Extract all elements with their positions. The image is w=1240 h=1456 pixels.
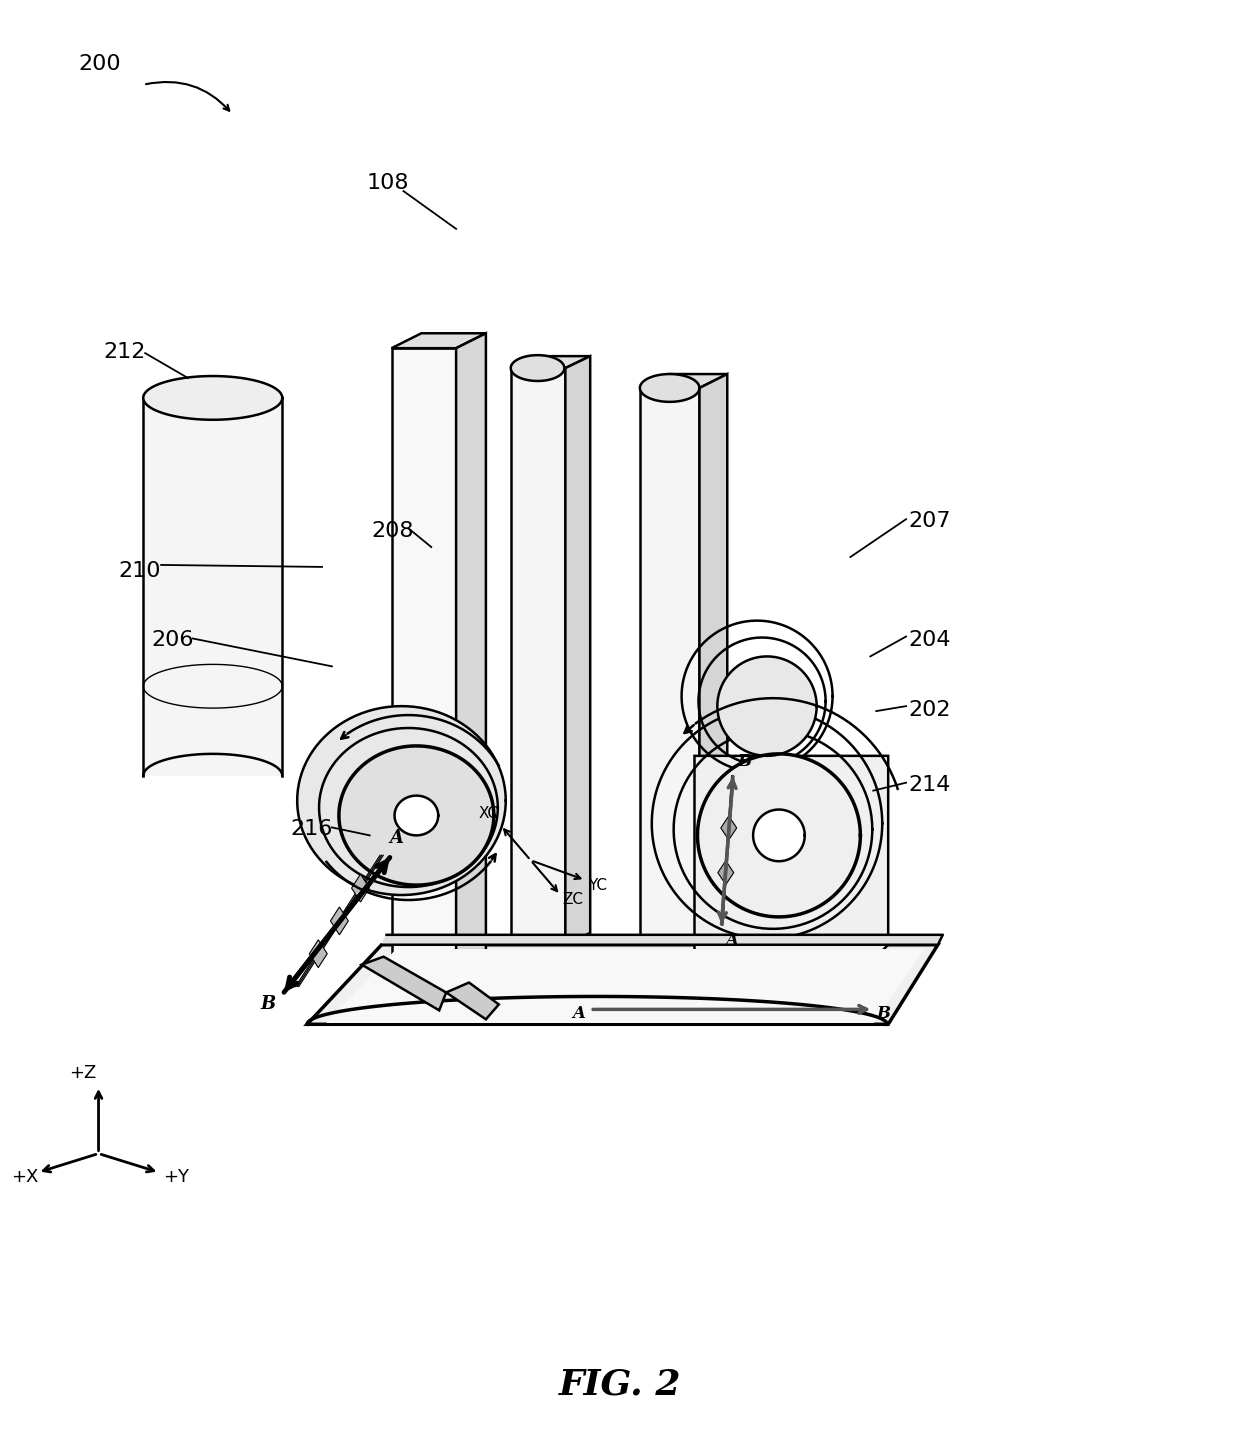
Text: B: B bbox=[260, 996, 275, 1013]
Text: 207: 207 bbox=[908, 511, 951, 531]
Text: 108: 108 bbox=[367, 173, 409, 194]
Polygon shape bbox=[446, 983, 498, 1019]
Polygon shape bbox=[339, 745, 494, 885]
Text: 210: 210 bbox=[118, 561, 161, 581]
Text: YC: YC bbox=[588, 878, 608, 893]
Polygon shape bbox=[697, 754, 861, 917]
Polygon shape bbox=[392, 348, 456, 965]
Polygon shape bbox=[327, 949, 923, 1022]
Polygon shape bbox=[330, 907, 348, 935]
Polygon shape bbox=[753, 810, 805, 862]
Text: B: B bbox=[738, 753, 751, 770]
Text: 208: 208 bbox=[372, 521, 414, 542]
Polygon shape bbox=[352, 874, 370, 903]
Text: 204: 204 bbox=[908, 630, 951, 651]
Text: +X: +X bbox=[11, 1168, 38, 1187]
Polygon shape bbox=[699, 374, 728, 965]
Text: 214: 214 bbox=[908, 775, 950, 795]
Polygon shape bbox=[640, 387, 699, 965]
Text: 202: 202 bbox=[908, 700, 951, 721]
Polygon shape bbox=[694, 756, 888, 965]
Text: FIG. 2: FIG. 2 bbox=[559, 1367, 681, 1401]
Text: B: B bbox=[877, 1005, 890, 1022]
Text: 212: 212 bbox=[103, 342, 146, 363]
Text: A: A bbox=[573, 1005, 585, 1022]
Polygon shape bbox=[144, 397, 283, 776]
Polygon shape bbox=[511, 368, 565, 945]
Polygon shape bbox=[362, 957, 446, 1010]
Text: A: A bbox=[725, 932, 738, 949]
Polygon shape bbox=[392, 333, 486, 348]
Text: 216: 216 bbox=[290, 820, 332, 839]
Polygon shape bbox=[456, 333, 486, 965]
Polygon shape bbox=[308, 945, 937, 1024]
Polygon shape bbox=[394, 795, 438, 836]
Polygon shape bbox=[511, 355, 564, 381]
Polygon shape bbox=[309, 939, 327, 968]
Polygon shape bbox=[718, 657, 817, 756]
Text: 206: 206 bbox=[151, 630, 193, 651]
Polygon shape bbox=[640, 374, 699, 402]
Polygon shape bbox=[144, 376, 283, 419]
Polygon shape bbox=[565, 357, 590, 945]
Polygon shape bbox=[511, 357, 590, 368]
Text: ZC: ZC bbox=[563, 893, 583, 907]
Text: XC: XC bbox=[479, 807, 498, 821]
Polygon shape bbox=[718, 860, 734, 885]
Polygon shape bbox=[720, 815, 737, 840]
Polygon shape bbox=[640, 374, 728, 387]
Text: +Z: +Z bbox=[68, 1064, 95, 1082]
Polygon shape bbox=[382, 935, 942, 945]
Text: 200: 200 bbox=[78, 54, 122, 74]
Polygon shape bbox=[298, 706, 506, 895]
Text: +Y: +Y bbox=[162, 1168, 188, 1187]
Text: A: A bbox=[389, 830, 403, 847]
